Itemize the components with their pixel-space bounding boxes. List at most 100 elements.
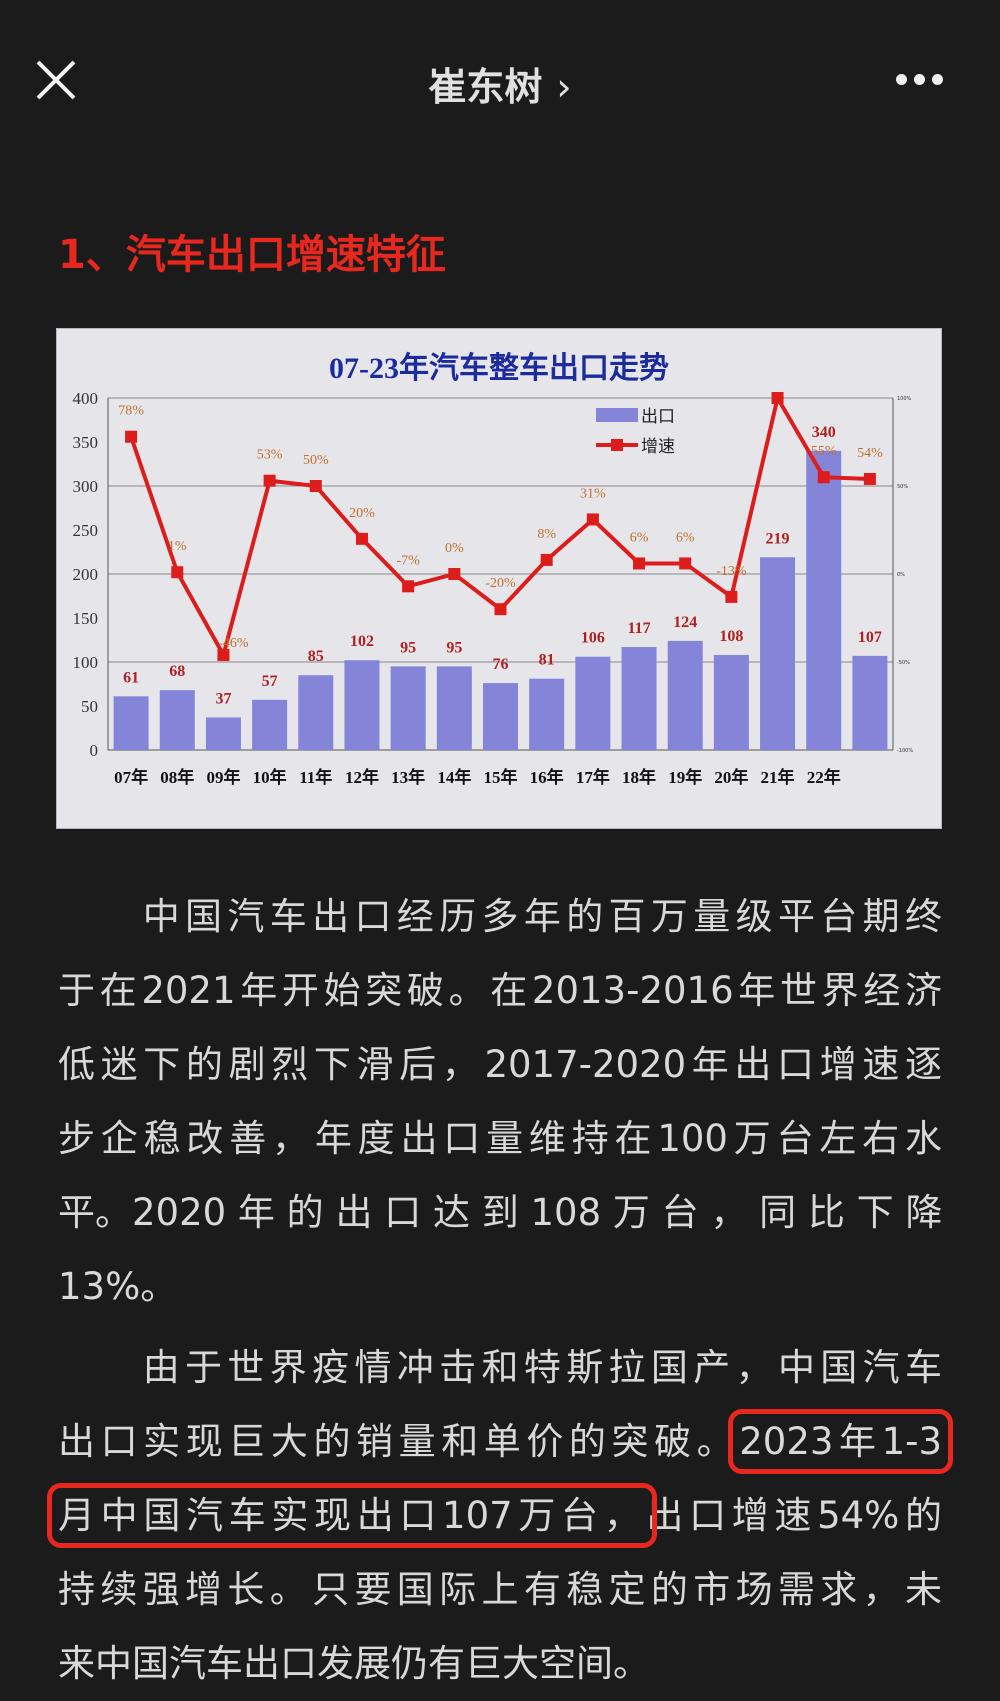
bar-label: 95 [400, 639, 416, 656]
y2-tick-label: 100% [897, 396, 912, 402]
y2-tick-label: 50% [897, 484, 908, 490]
bar [205, 717, 241, 750]
bar [390, 666, 426, 750]
bar-label: 106 [581, 630, 605, 647]
close-icon[interactable] [34, 58, 78, 102]
growth-marker [540, 553, 553, 566]
y-tick-label: 400 [73, 389, 99, 408]
top-navigation-bar: 崔东树 › [0, 0, 1000, 170]
bar-label: 57 [262, 673, 278, 690]
bar-label: 117 [627, 620, 650, 637]
x-tick-label: 15年 [484, 767, 518, 787]
growth-marker [355, 532, 368, 545]
bar-label: 102 [350, 633, 374, 650]
text-line: 13%。 [58, 1265, 178, 1308]
x-tick-label: 18年 [622, 767, 656, 787]
growth-marker [586, 513, 599, 526]
legend: 出口 增速 [596, 407, 675, 457]
y-tick-label: 350 [73, 433, 99, 452]
growth-marker [217, 648, 230, 661]
bar [344, 660, 380, 750]
growth-marker [448, 568, 461, 580]
bar-label: 81 [539, 652, 555, 669]
x-tick-label: 21年 [761, 767, 795, 787]
bar [483, 683, 518, 750]
y-tick-label: 50 [81, 697, 98, 716]
article-paragraph-1: 中国汽车出口经历多年的百万量级平台期终 于在2021年开始突破。在2013-201… [58, 880, 942, 1324]
section-heading: 1、汽车出口增速特征 [58, 232, 446, 278]
growth-label: 78% [118, 404, 144, 419]
text-segment: 出口增速54%的 [646, 1494, 942, 1537]
x-tick-label: 12年 [345, 767, 379, 787]
bar [529, 678, 565, 750]
y2-tick-label: 0% [897, 572, 905, 578]
text-line: 于在2021年开始突破。在2013-2016年世界经济 [58, 969, 942, 1012]
chevron-right-icon[interactable]: › [556, 65, 572, 109]
growth-marker [309, 480, 322, 492]
x-tick-label: 17年 [576, 767, 610, 787]
growth-marker [125, 430, 138, 443]
y2-tick-label: -100% [897, 748, 913, 754]
bar [713, 654, 749, 750]
text-line: 出口实现巨大的销量和单价的突破。2023年1-3 [58, 1405, 953, 1479]
y-tick-label: 100 [73, 653, 99, 672]
export-trend-chart: 07-23年汽车整车出口走势 0 50 100 150 200 250 300 350 400 -… [56, 328, 942, 829]
x-tick-label: 20年 [714, 767, 748, 787]
growth-label: 8% [537, 527, 556, 542]
x-tick-label: 22年 [807, 767, 841, 787]
account-title[interactable]: 崔东树 › [0, 56, 1000, 111]
y-tick-label: 200 [73, 565, 99, 584]
growth-marker [725, 590, 738, 603]
growth-label: 31% [580, 486, 606, 501]
legend-marker-growth [611, 439, 623, 451]
growth-label: 54% [857, 446, 883, 461]
x-tick-label: 19年 [668, 767, 702, 787]
bar-label: 340 [812, 424, 836, 441]
text-segment: 出口实现巨大的销量和单价的突破。 [58, 1420, 740, 1463]
x-tick-label: 14年 [437, 767, 471, 787]
account-name[interactable]: 崔东树 [428, 65, 543, 109]
text-line: 低迷下的剧烈下滑后，2017-2020年出口增速逐 [58, 1043, 942, 1086]
text-line: 平。2020 年 的 出 口 达 到 108 万 台 ， 同 比 下 降 [58, 1191, 943, 1234]
growth-marker [402, 580, 415, 593]
bar [621, 647, 657, 750]
bar-label: 124 [673, 614, 697, 631]
bar-label: 95 [446, 639, 462, 656]
bar-label: 85 [308, 648, 324, 665]
highlighted-text: 月中国汽车实现出口107万台， [46, 1483, 658, 1548]
growth-marker [863, 472, 876, 485]
x-tick-label: 16年 [530, 767, 564, 787]
bar-label: 37 [215, 690, 231, 707]
bar-label: 61 [123, 669, 139, 686]
bar [159, 690, 195, 750]
growth-label: 53% [257, 448, 283, 463]
growth-marker [679, 557, 692, 570]
x-tick-label: 07年 [114, 767, 148, 787]
bar-label: 219 [766, 530, 790, 547]
bar [252, 699, 288, 750]
text-line: 来中国汽车出口发展仍有巨大空间。 [58, 1642, 650, 1685]
legend-label-growth: 增速 [641, 437, 675, 457]
growth-label: -20% [485, 576, 516, 591]
growth-marker [263, 474, 276, 487]
bar [852, 655, 888, 750]
chart-title: 07-23年汽车整车出口走势 [329, 351, 669, 385]
growth-marker [771, 392, 784, 404]
y-tick-label: 0 [90, 741, 99, 760]
bar [298, 675, 334, 750]
bar [667, 640, 703, 750]
x-tick-label: 13年 [391, 767, 425, 787]
growth-label: 0% [445, 541, 464, 556]
legend-label-export: 出口 [641, 407, 675, 427]
growth-label: 6% [676, 530, 695, 545]
x-tick-label: 11年 [299, 767, 332, 787]
growth-marker [817, 471, 830, 484]
highlighted-text: 2023年1-3 [728, 1409, 953, 1474]
y-tick-label: 250 [73, 521, 99, 540]
text-line: 持续强增长。只要国际上有稳定的市场需求，未 [58, 1568, 942, 1611]
growth-marker [171, 566, 184, 579]
growth-label: 6% [630, 530, 649, 545]
text-line: 中国汽车出口经历多年的百万量级平台期终 [58, 895, 942, 938]
more-icon[interactable] [896, 70, 952, 90]
growth-label: 55% [811, 444, 837, 459]
